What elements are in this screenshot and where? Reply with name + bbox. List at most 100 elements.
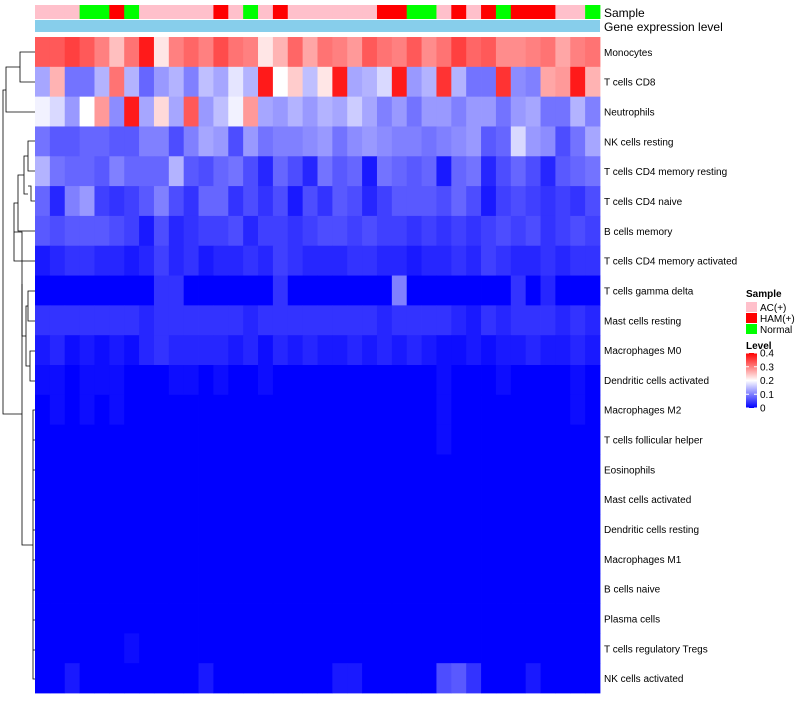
heatmap-cell — [540, 365, 556, 396]
heatmap-cell — [49, 484, 66, 515]
heatmap-cell — [585, 394, 601, 426]
heatmap-cell — [243, 275, 259, 306]
heatmap-cell — [183, 603, 199, 634]
heatmap-cell — [79, 454, 95, 485]
heatmap-cell — [258, 484, 274, 515]
heatmap-cell — [421, 37, 437, 68]
heatmap-cell — [466, 633, 482, 664]
heatmap-cell — [451, 305, 467, 336]
heatmap-cell — [198, 454, 214, 485]
sample-annotation-cell — [183, 5, 199, 19]
heatmap-cell — [139, 156, 155, 187]
heatmap-cell — [153, 484, 170, 515]
heatmap-cell — [183, 215, 199, 247]
heatmap-cell — [585, 454, 601, 485]
heatmap-cell — [481, 365, 497, 396]
heatmap-cell — [213, 245, 229, 276]
heatmap-cell — [421, 514, 437, 545]
heatmap-cell — [481, 126, 497, 157]
heatmap-cell — [362, 603, 378, 634]
heatmap-cell — [362, 543, 378, 575]
heatmap-cell — [362, 66, 378, 98]
heatmap-cell — [510, 394, 527, 426]
heatmap-cell — [139, 633, 155, 664]
heatmap-cell — [198, 543, 214, 575]
heatmap-cell — [555, 365, 571, 396]
heatmap-cell — [317, 126, 333, 157]
heatmap-cell — [183, 66, 199, 98]
heatmap-cell — [258, 394, 274, 426]
heatmap-cell — [302, 514, 318, 545]
heatmap-cell — [376, 394, 393, 426]
heatmap-cell — [317, 454, 333, 485]
heatmap-cell — [213, 663, 229, 694]
heatmap-cell — [540, 186, 556, 217]
heatmap-cell — [376, 37, 393, 68]
heatmap-cell — [362, 245, 378, 276]
heatmap-cell — [451, 603, 467, 634]
heatmap-cell — [168, 335, 185, 366]
heatmap-cell — [466, 603, 482, 634]
heatmap-cell — [153, 305, 170, 336]
heatmap-cell — [213, 633, 229, 664]
heatmap-cell — [347, 186, 363, 217]
heatmap-cell — [555, 484, 571, 515]
heatmap-cell — [79, 305, 95, 336]
heatmap-cell — [555, 66, 571, 98]
dendrogram-branch — [17, 174, 35, 232]
heatmap-cell — [153, 663, 170, 694]
heatmap-cell — [332, 633, 348, 664]
heatmap-cell — [64, 126, 81, 157]
sample-annotation-cell — [421, 5, 437, 19]
heatmap-cell — [168, 484, 185, 515]
heatmap-cell — [124, 514, 140, 545]
heatmap-cell — [317, 365, 333, 396]
heatmap-cell — [153, 454, 170, 485]
heatmap-cell — [540, 126, 556, 157]
heatmap-cell — [525, 543, 541, 575]
heatmap-cell — [109, 156, 125, 187]
heatmap-cell — [391, 543, 408, 575]
heatmap-cell — [183, 305, 199, 336]
heatmap-cell — [555, 454, 571, 485]
heatmap-cell — [258, 424, 274, 455]
heatmap-cell — [49, 543, 66, 575]
heatmap-cell — [64, 245, 81, 276]
heatmap-cell — [510, 633, 527, 664]
heatmap-cell — [79, 215, 95, 247]
heatmap-cell — [466, 245, 482, 276]
row-label: NK cells resting — [604, 137, 673, 148]
heatmap-cell — [287, 514, 304, 545]
heatmap-cell — [436, 37, 452, 68]
heatmap-cell — [213, 454, 229, 485]
heatmap-cell — [124, 484, 140, 515]
heatmap-cell — [525, 215, 541, 247]
heatmap-cell — [287, 365, 304, 396]
heatmap-cell — [570, 543, 586, 575]
heatmap-cell — [540, 633, 556, 664]
heatmap-cell — [228, 484, 244, 515]
heatmap-cell — [525, 573, 541, 604]
heatmap-cell — [79, 37, 95, 68]
heatmap-cell — [124, 394, 140, 426]
heatmap-cell — [168, 454, 185, 485]
sample-annotation-cell — [228, 5, 244, 19]
heatmap-cell — [540, 215, 556, 247]
legend-swatch — [746, 324, 757, 334]
heatmap-cells — [35, 37, 601, 694]
heatmap-cell — [495, 275, 512, 306]
legend-tick-label: 0.4 — [760, 349, 774, 360]
heatmap-cell — [94, 156, 110, 187]
heatmap-cell — [213, 424, 229, 455]
heatmap-cell — [466, 186, 482, 217]
heatmap-cell — [258, 454, 274, 485]
heatmap-cell — [287, 454, 304, 485]
heatmap-cell — [525, 663, 541, 694]
sample-annotation-cell — [213, 5, 229, 19]
sample-annotation-cell — [391, 5, 408, 19]
heatmap-cell — [451, 365, 467, 396]
heatmap-cell — [302, 454, 318, 485]
heatmap-cell — [302, 156, 318, 187]
heatmap-cell — [347, 37, 363, 68]
heatmap-cell — [243, 603, 259, 634]
